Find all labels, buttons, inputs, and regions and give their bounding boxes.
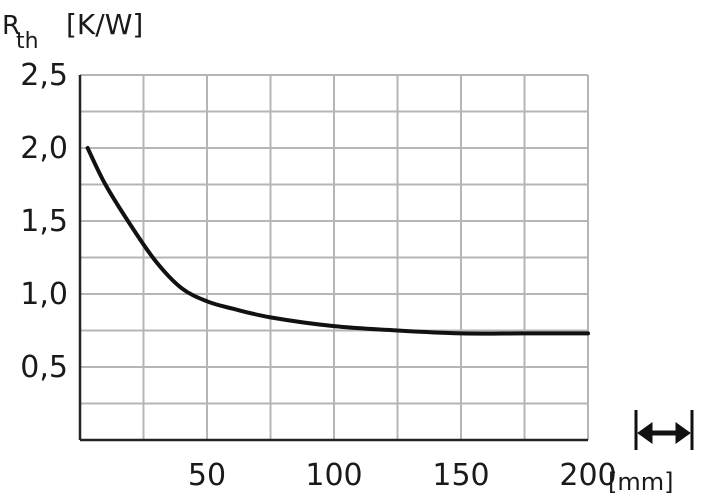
y-tick-label: 2,5 (20, 58, 68, 93)
y-tick-labels: 0,5 1,0 1,5 2,0 2,5 (20, 58, 68, 385)
y-axis-subscript: th (16, 29, 39, 54)
double-arrow-icon (634, 410, 694, 450)
x-tick-label: 150 (432, 458, 489, 493)
x-axis-unit: [mm] (608, 468, 673, 496)
x-tick-label: 50 (188, 458, 226, 493)
y-tick-label: 1,0 (20, 277, 68, 312)
y-tick-label: 1,5 (20, 204, 68, 239)
y-axis-unit: [K/W] (66, 8, 143, 41)
x-tick-labels: 50 100 150 200 (188, 458, 617, 493)
axes (78, 75, 588, 442)
x-tick-label: 100 (305, 458, 362, 493)
y-axis-symbol: R (2, 11, 20, 41)
y-tick-label: 0,5 (20, 350, 68, 385)
grid-lines (80, 74, 589, 440)
series-group (85, 146, 590, 336)
series-line (85, 146, 590, 336)
y-tick-label: 2,0 (20, 131, 68, 166)
x-tick-label: 200 (559, 458, 616, 493)
